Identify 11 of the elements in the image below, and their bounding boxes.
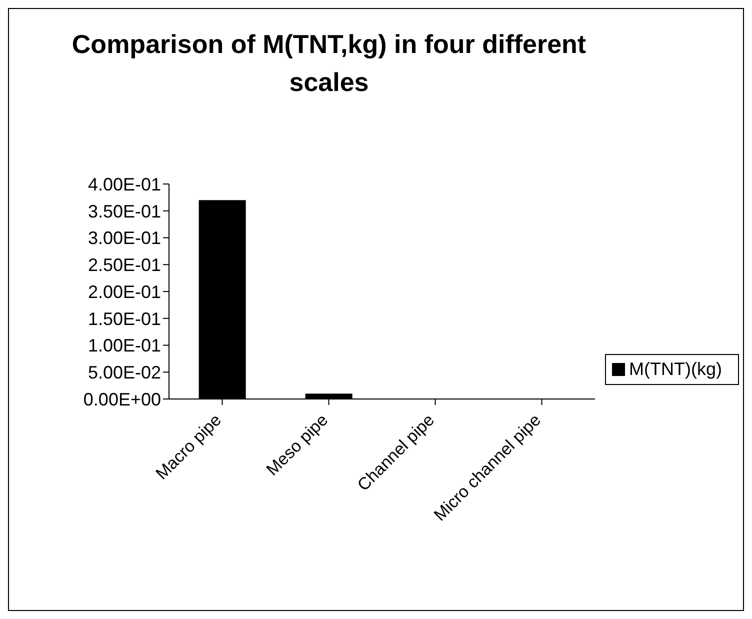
legend-label: M(TNT)(kg): [629, 358, 722, 378]
y-tick-label: 5.00E-02: [88, 362, 161, 383]
y-tick-label: 1.00E-01: [88, 336, 161, 356]
y-tick-label: 3.00E-01: [88, 228, 161, 248]
y-tick-label: 0.00E+00: [83, 389, 161, 410]
chart-title: Comparison of M(TNT,kg) in four different scales: [70, 28, 588, 99]
y-tick-label: 3.50E-01: [88, 201, 161, 222]
y-tick-label: 2.50E-01: [88, 255, 161, 276]
y-tick-label: 1.50E-01: [88, 308, 161, 329]
y-tick-label: 2.00E-01: [88, 282, 161, 302]
y-tick-label: 4.00E-01: [88, 174, 161, 194]
